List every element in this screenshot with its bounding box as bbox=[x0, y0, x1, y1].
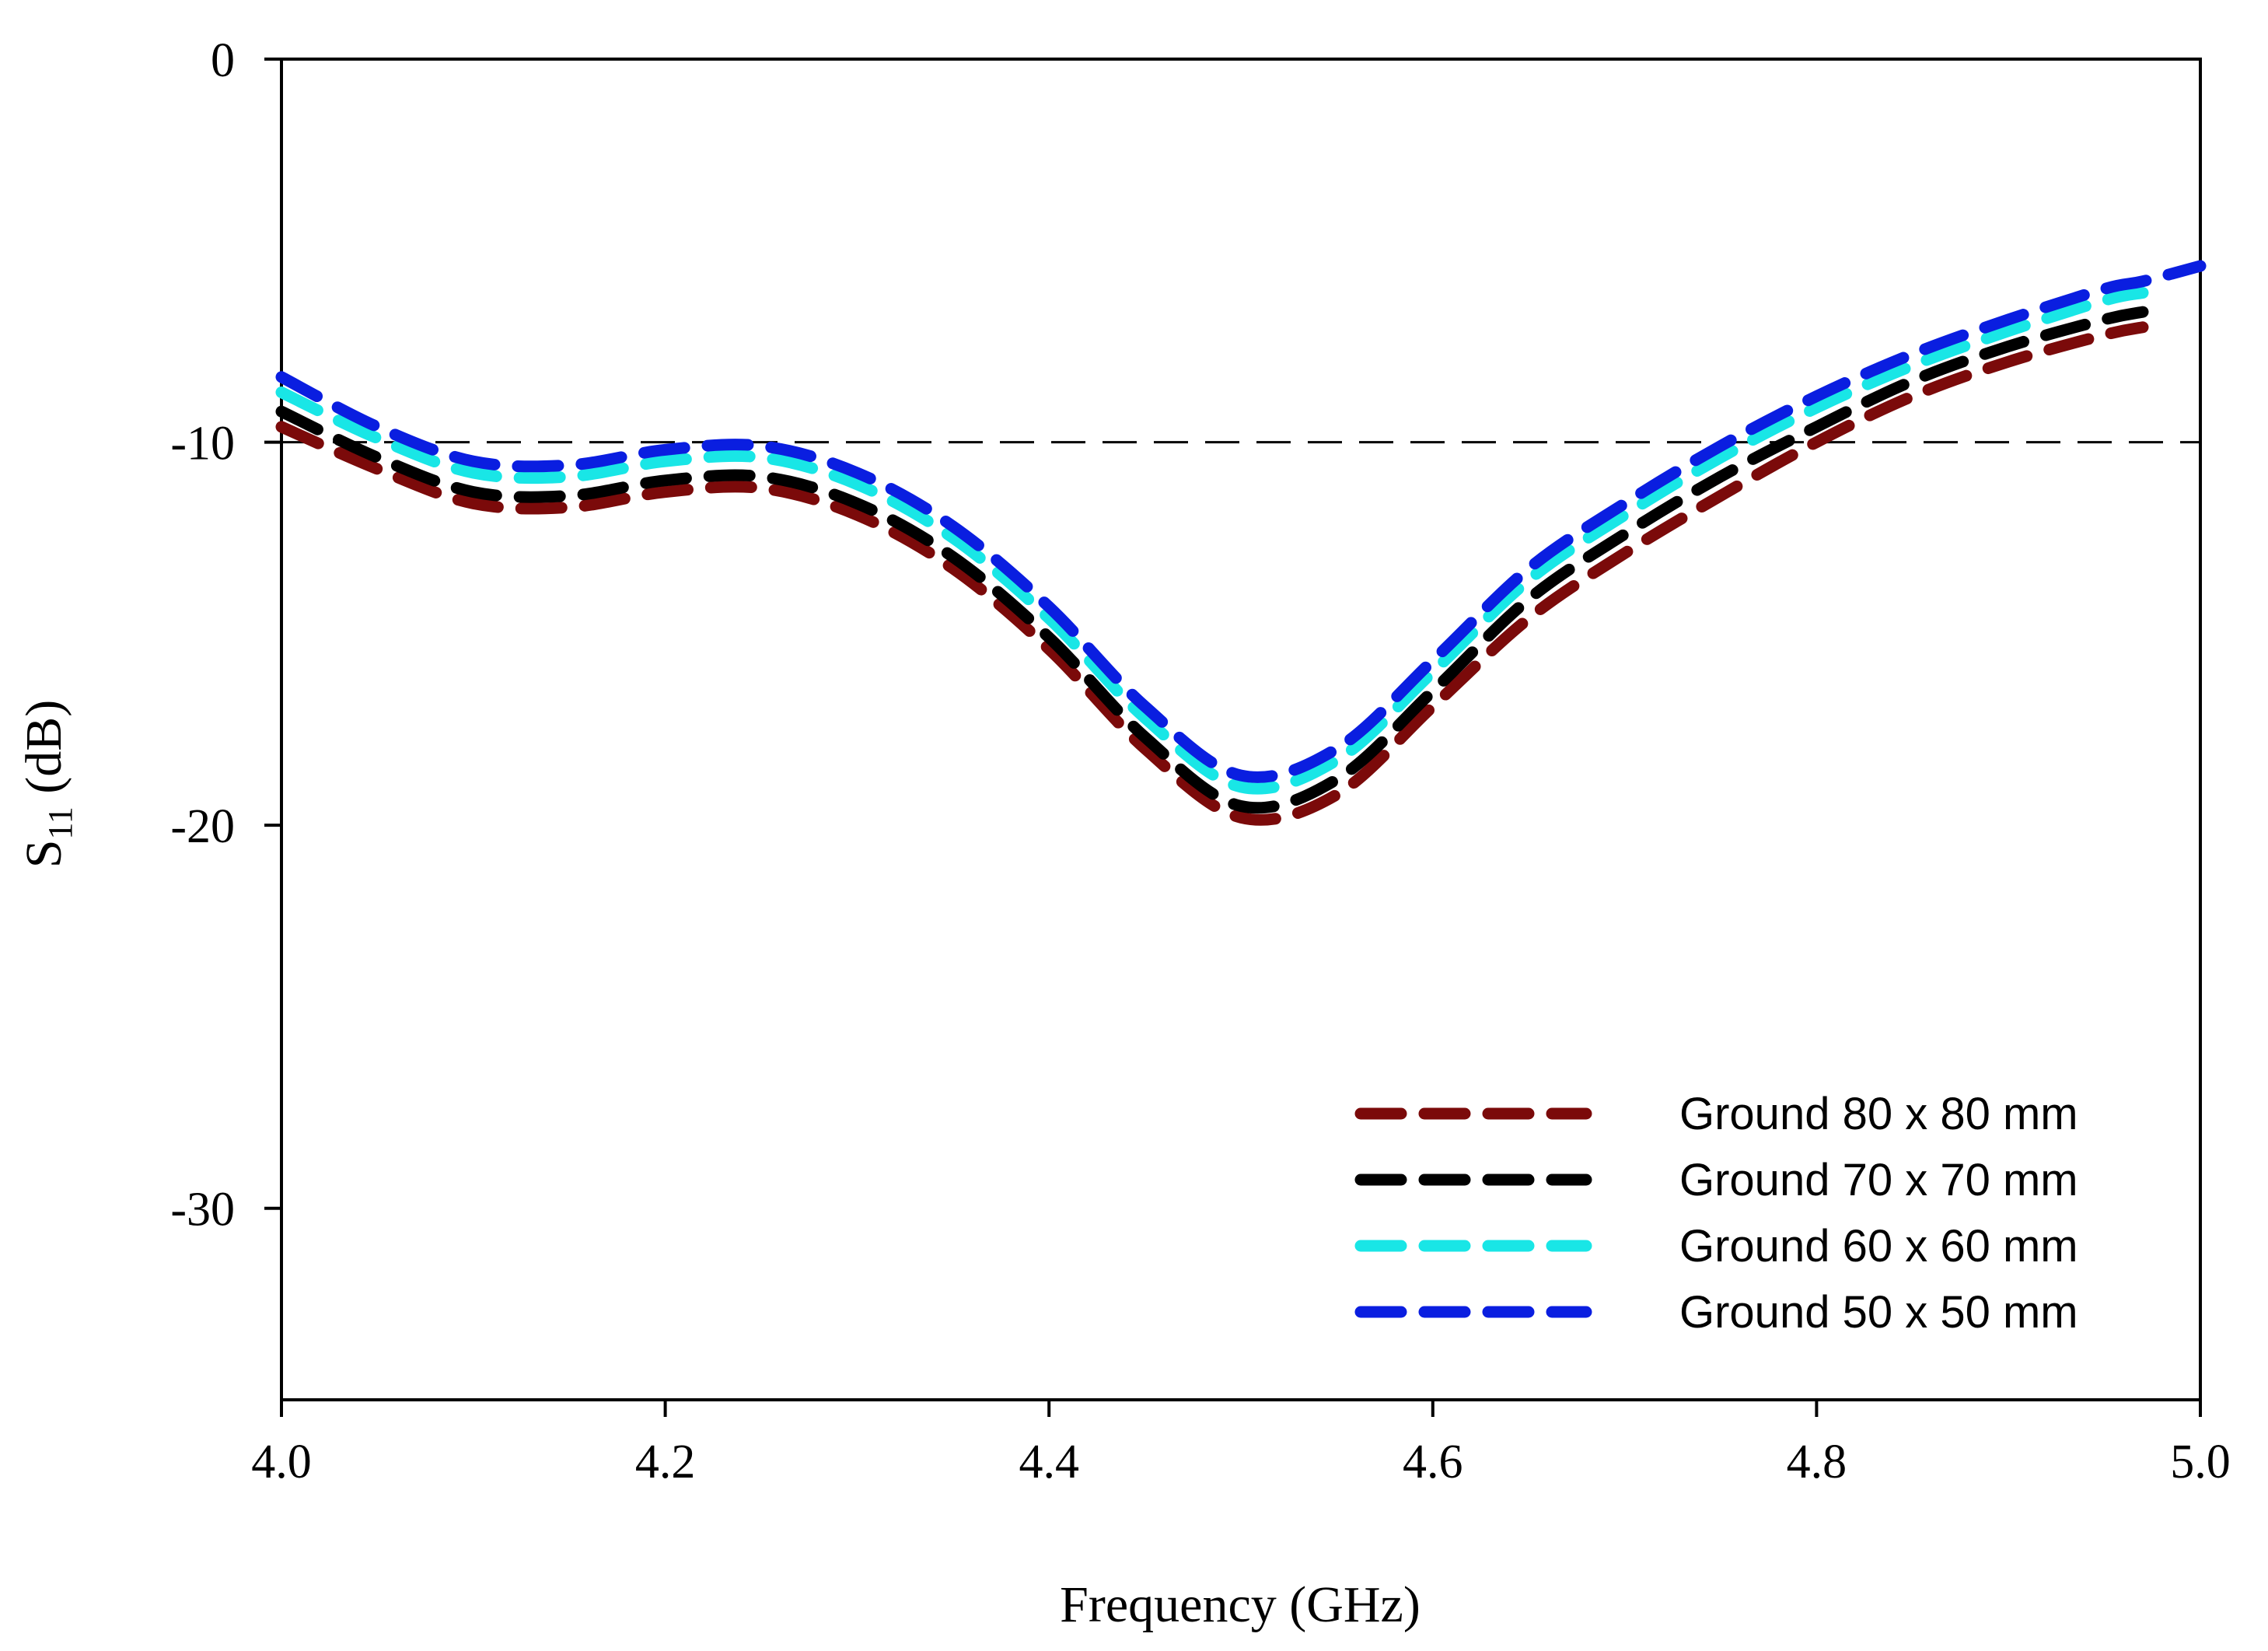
legend-label-2: Ground 70 x 70 mm bbox=[1679, 1155, 2078, 1205]
plot-frame bbox=[280, 58, 2202, 1401]
plot-area-border bbox=[280, 58, 2202, 1401]
x-tick-label: 4.2 bbox=[635, 1436, 696, 1488]
y-axis-title-main: S bbox=[16, 840, 72, 869]
series-line-1 bbox=[275, 321, 2149, 826]
legend: Ground 80 x 80 mm Ground 70 x 70 mm Ground… bbox=[1354, 1089, 2078, 1338]
x-axis-ticks: 4.0 4.2 4.4 4.6 4.8 5.0 bbox=[251, 1400, 2231, 1488]
y-tick-label: 0 bbox=[211, 34, 235, 87]
y-axis-ticks: 0 -10 -20 -30 bbox=[170, 34, 281, 1237]
y-tick-label: -20 bbox=[170, 800, 235, 853]
y-axis-title-unit: (dB) bbox=[16, 700, 72, 806]
series-line-2 bbox=[275, 306, 2149, 814]
x-tick-label: 4.4 bbox=[1019, 1436, 1079, 1488]
y-tick-label: -30 bbox=[170, 1184, 235, 1237]
x-axis-title: Frequency (GHz) bbox=[1060, 1576, 1421, 1633]
series-line-4 bbox=[275, 260, 2207, 783]
x-tick-label: 4.6 bbox=[1403, 1436, 1463, 1488]
x-tick-label: 5.0 bbox=[2170, 1436, 2231, 1488]
x-tick-label: 4.0 bbox=[251, 1436, 312, 1488]
legend-label-3: Ground 60 x 60 mm bbox=[1679, 1221, 2078, 1271]
x-tick-label: 4.8 bbox=[1787, 1436, 1847, 1488]
series-group bbox=[275, 260, 2207, 826]
y-tick-label: -10 bbox=[170, 418, 235, 470]
y-axis-title-subscript: 11 bbox=[41, 806, 79, 839]
legend-label-4: Ground 50 x 50 mm bbox=[1679, 1287, 2078, 1338]
series-line-3 bbox=[275, 287, 2149, 795]
legend-label-1: Ground 80 x 80 mm bbox=[1679, 1089, 2078, 1139]
y-axis-title: S11 (dB) bbox=[16, 700, 79, 869]
